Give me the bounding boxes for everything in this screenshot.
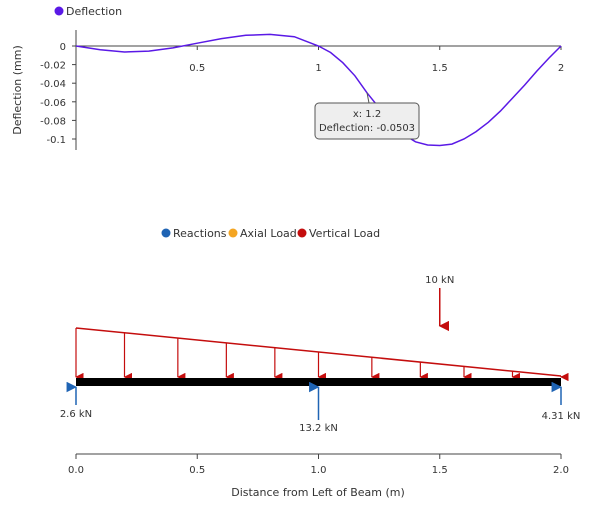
tooltip-x-text: x: 1.2 — [353, 109, 381, 120]
distributed-load-arrows — [75, 328, 569, 382]
reaction-label: 2.6 kN — [60, 409, 92, 420]
deflection-x-tick-label: 2 — [558, 63, 564, 74]
deflection-y-ticks: 0 -0.02 -0.04 -0.06 -0.08 -0.1 — [40, 42, 76, 146]
deflection-y-tick-label: 0 — [60, 42, 66, 53]
deflection-y-axis-label: Deflection (mm) — [11, 45, 24, 135]
reactions: 2.6 kN 13.2 kN 4.31 kN — [60, 381, 581, 434]
deflection-x-tick-label: 1.5 — [432, 63, 448, 74]
deflection-y-tick-label: -0.04 — [40, 79, 66, 90]
load-x-tick-label: 1.0 — [311, 465, 327, 476]
beam — [76, 378, 561, 386]
legend-item-reactions[interactable]: Reactions — [161, 227, 227, 240]
load-x-tick-label: 1.5 — [432, 465, 448, 476]
deflection-y-tick-label: -0.08 — [40, 116, 66, 127]
load-x-tick-label: 0.0 — [68, 465, 84, 476]
load-x-tick-label: 2.0 — [553, 465, 569, 476]
legend-marker-reactions — [161, 228, 171, 238]
deflection-y-tick-label: -0.02 — [40, 61, 66, 72]
legend-label-vertical-load: Vertical Load — [309, 227, 380, 240]
load-x-ticks: 0.0 0.5 1.0 1.5 2.0 — [68, 454, 569, 476]
reaction-label: 13.2 kN — [299, 423, 338, 434]
deflection-x-tick-label: 1 — [315, 63, 321, 74]
deflection-x-ticks: 0.5 1 1.5 2 — [189, 46, 564, 74]
point-load-label: 10 kN — [425, 275, 454, 286]
load-x-axis-label: Distance from Left of Beam (m) — [231, 486, 405, 499]
tooltip-box — [314, 102, 420, 140]
loads-legend: Reactions Axial Load Vertical Load — [161, 227, 381, 240]
legend-marker-vertical-load — [297, 228, 307, 238]
deflection-tooltip: x: 1.2 Deflection: -0.0503 — [314, 92, 420, 140]
legend-label-axial-load: Axial Load — [240, 227, 297, 240]
tooltip-y-text: Deflection: -0.0503 — [319, 123, 415, 134]
tooltip-pointer — [366, 92, 370, 104]
legend-item-axial-load[interactable]: Axial Load — [228, 227, 297, 240]
deflection-legend-marker — [54, 6, 64, 16]
deflection-y-tick-label: -0.06 — [40, 98, 66, 109]
deflection-x-tick-label: 0.5 — [189, 63, 205, 74]
legend-label-reactions: Reactions — [173, 227, 227, 240]
legend-item-vertical-load[interactable]: Vertical Load — [297, 227, 381, 240]
legend-marker-axial-load — [228, 228, 238, 238]
deflection-legend[interactable]: Deflection — [54, 5, 123, 18]
load-x-tick-label: 0.5 — [189, 465, 205, 476]
deflection-legend-label: Deflection — [66, 5, 122, 18]
point-loads: 10 kN — [425, 275, 454, 332]
reaction-label: 4.31 kN — [542, 411, 581, 422]
deflection-y-tick-label: -0.1 — [46, 135, 66, 146]
